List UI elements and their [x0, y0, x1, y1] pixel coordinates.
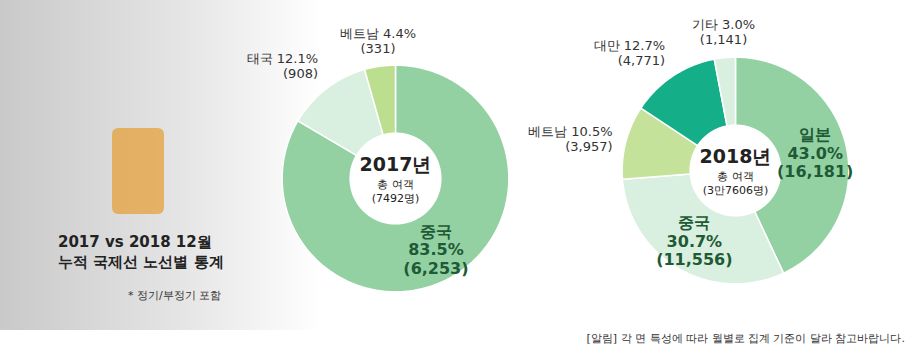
svg-text:베트남 4.4%(331): 베트남 4.4%(331) — [340, 26, 416, 56]
svg-text:중국83.5%(6,253): 중국83.5%(6,253) — [403, 222, 468, 278]
svg-text:2018년: 2018년 — [700, 145, 772, 167]
svg-text:2017년: 2017년 — [360, 153, 432, 175]
svg-text:중국30.7%(11,556): 중국30.7%(11,556) — [656, 213, 732, 269]
svg-text:일본43.0%(16,181): 일본43.0%(16,181) — [777, 125, 853, 181]
svg-text:(7492명): (7492명) — [372, 192, 420, 205]
svg-text:태국 12.1%(908): 태국 12.1%(908) — [247, 51, 318, 81]
html-text:* 정기/부정기 포함: * 정기/부정기 포함 — [128, 289, 222, 302]
html-text:[알림] 각 면 특성에 따라 월별로 집계 기준이 달라: [알림] 각 면 특성에 따라 월별로 집계 기준이 달라 참고바랍니다. — [586, 332, 905, 345]
svg-text:(3만7606명): (3만7606명) — [703, 184, 769, 197]
svg-text:총 여객: 총 여객 — [717, 170, 754, 183]
svg-text:베트남 10.5%(3,957): 베트남 10.5%(3,957) — [528, 124, 612, 154]
svg-text:기타 3.0%(1,141): 기타 3.0%(1,141) — [692, 17, 755, 47]
html-text:2017 vs 2018 12월 누적 국제선 노선별 통계: 2017 vs 2018 12월 누적 국제선 노선별 통계 — [58, 233, 224, 272]
svg-text:대만 12.7%(4,771): 대만 12.7%(4,771) — [594, 38, 665, 68]
svg-text:총 여객: 총 여객 — [377, 178, 414, 191]
